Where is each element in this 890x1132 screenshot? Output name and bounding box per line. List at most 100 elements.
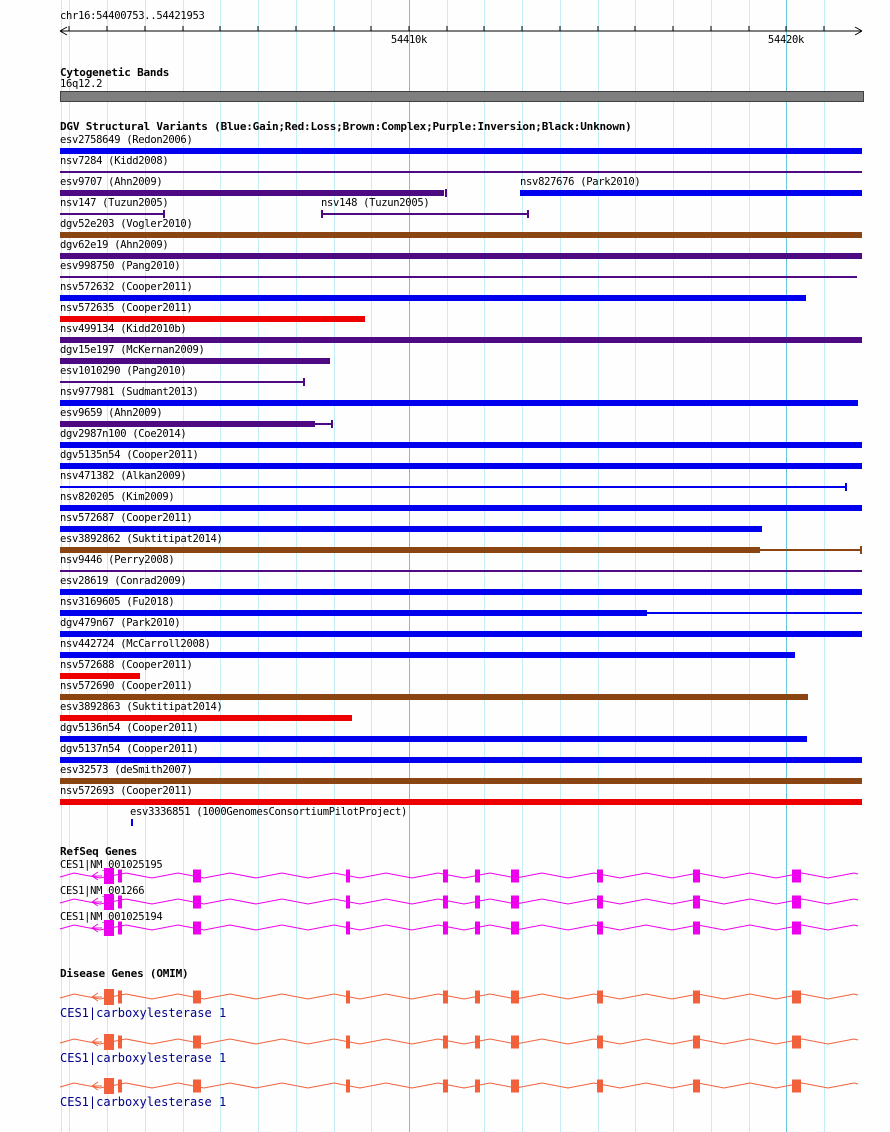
- variant-bar[interactable]: [520, 190, 862, 196]
- variant-bar[interactable]: [60, 148, 862, 154]
- variant-label[interactable]: esv1010290 (Pang2010): [60, 365, 187, 377]
- variant-label[interactable]: esv9659 (Ahn2009): [60, 407, 163, 419]
- exon-block[interactable]: [792, 869, 801, 883]
- exon-block[interactable]: [693, 921, 700, 935]
- variant-bar[interactable]: [60, 232, 862, 238]
- exon-block[interactable]: [443, 990, 448, 1004]
- variant-bar[interactable]: [60, 505, 862, 511]
- exon-block[interactable]: [597, 990, 603, 1004]
- exon-block[interactable]: [792, 990, 801, 1004]
- exon-block[interactable]: [193, 1079, 201, 1093]
- variant-bar[interactable]: [60, 631, 862, 637]
- exon-block[interactable]: [443, 869, 448, 883]
- exon-block[interactable]: [346, 921, 350, 935]
- variant-bar[interactable]: [60, 316, 365, 322]
- omim-gene-label[interactable]: CES1|carboxylesterase 1: [60, 1051, 227, 1065]
- variant-bar[interactable]: [60, 715, 352, 721]
- exon-block[interactable]: [475, 990, 480, 1004]
- variant-bar[interactable]: [760, 549, 860, 551]
- gene-model[interactable]: [0, 917, 890, 939]
- variant-label[interactable]: nsv147 (Tuzun2005): [60, 197, 169, 209]
- variant-label[interactable]: esv3892863 (Suktitipat2014): [60, 701, 223, 713]
- variant-label[interactable]: dgv5137n54 (Cooper2011): [60, 743, 199, 755]
- exon-block[interactable]: [118, 1035, 122, 1049]
- exon-block[interactable]: [511, 1035, 519, 1049]
- variant-label[interactable]: dgv5135n54 (Cooper2011): [60, 449, 199, 461]
- gene-model[interactable]: [0, 865, 890, 887]
- exon-block[interactable]: [511, 869, 519, 883]
- exon-block[interactable]: [443, 1079, 448, 1093]
- variant-label[interactable]: nsv471382 (Alkan2009): [60, 470, 187, 482]
- variant-bar[interactable]: [647, 612, 862, 614]
- exon-block[interactable]: [693, 990, 700, 1004]
- variant-bar[interactable]: [60, 381, 303, 383]
- variant-label[interactable]: nsv572688 (Cooper2011): [60, 659, 193, 671]
- exon-block[interactable]: [443, 921, 448, 935]
- variant-label[interactable]: nsv820205 (Kim2009): [60, 491, 175, 503]
- variant-bar[interactable]: [60, 190, 444, 196]
- exon-block[interactable]: [511, 990, 519, 1004]
- variant-label[interactable]: dgv52e203 (Vogler2010): [60, 218, 193, 230]
- gene-model[interactable]: [0, 986, 890, 1008]
- exon-block[interactable]: [346, 869, 350, 883]
- exon-block[interactable]: [118, 895, 122, 909]
- omim-gene-label[interactable]: CES1|carboxylesterase 1: [60, 1095, 227, 1109]
- exon-block[interactable]: [118, 990, 122, 1004]
- variant-label[interactable]: nsv148 (Tuzun2005): [321, 197, 430, 209]
- exon-block[interactable]: [104, 989, 114, 1005]
- omim-gene-label[interactable]: CES1|carboxylesterase 1: [60, 1006, 227, 1020]
- variant-label[interactable]: nsv572687 (Cooper2011): [60, 512, 193, 524]
- variant-label[interactable]: nsv9446 (Perry2008): [60, 554, 175, 566]
- variant-label[interactable]: nsv572693 (Cooper2011): [60, 785, 193, 797]
- variant-bar[interactable]: [60, 337, 862, 343]
- exon-block[interactable]: [193, 921, 201, 935]
- variant-bar[interactable]: [60, 589, 862, 595]
- variant-bar[interactable]: [60, 295, 806, 301]
- variant-bar[interactable]: [60, 673, 140, 679]
- variant-label[interactable]: dgv15e197 (McKernan2009): [60, 344, 205, 356]
- exon-block[interactable]: [511, 1079, 519, 1093]
- exon-block[interactable]: [597, 869, 603, 883]
- exon-block[interactable]: [346, 1035, 350, 1049]
- exon-block[interactable]: [118, 869, 122, 883]
- exon-block[interactable]: [104, 920, 114, 936]
- exon-block[interactable]: [475, 895, 480, 909]
- exon-block[interactable]: [792, 895, 801, 909]
- variant-label[interactable]: esv3892862 (Suktitipat2014): [60, 533, 223, 545]
- exon-block[interactable]: [346, 990, 350, 1004]
- variant-label[interactable]: esv9707 (Ahn2009): [60, 176, 163, 188]
- variant-label[interactable]: nsv499134 (Kidd2010b): [60, 323, 187, 335]
- gene-model[interactable]: [0, 891, 890, 913]
- exon-block[interactable]: [792, 1035, 801, 1049]
- variant-bar[interactable]: [60, 736, 807, 742]
- refseq-gene-label[interactable]: CES1|NM_001266: [60, 885, 145, 897]
- variant-bar[interactable]: [60, 799, 862, 805]
- cytoband-bar[interactable]: [60, 91, 864, 102]
- exon-block[interactable]: [792, 1079, 801, 1093]
- exon-block[interactable]: [346, 895, 350, 909]
- variant-bar[interactable]: [60, 610, 647, 616]
- variant-bar[interactable]: [60, 442, 862, 448]
- exon-block[interactable]: [511, 895, 519, 909]
- variant-bar[interactable]: [60, 253, 862, 259]
- variant-bar[interactable]: [60, 778, 862, 784]
- variant-bar[interactable]: [60, 652, 795, 658]
- variant-label[interactable]: nsv572632 (Cooper2011): [60, 281, 193, 293]
- variant-label[interactable]: dgv62e19 (Ahn2009): [60, 239, 169, 251]
- exon-block[interactable]: [118, 921, 122, 935]
- exon-block[interactable]: [346, 1079, 350, 1093]
- exon-block[interactable]: [193, 990, 201, 1004]
- variant-label[interactable]: nsv977981 (Sudmant2013): [60, 386, 199, 398]
- variant-bar[interactable]: [60, 694, 808, 700]
- variant-bar[interactable]: [315, 423, 331, 425]
- variant-label[interactable]: dgv5136n54 (Cooper2011): [60, 722, 199, 734]
- exon-block[interactable]: [118, 1079, 122, 1093]
- variant-bar[interactable]: [60, 570, 862, 572]
- variant-label[interactable]: nsv442724 (McCarroll2008): [60, 638, 211, 650]
- exon-block[interactable]: [475, 1079, 480, 1093]
- variant-label[interactable]: nsv572635 (Cooper2011): [60, 302, 193, 314]
- exon-block[interactable]: [693, 1079, 700, 1093]
- variant-bar[interactable]: [60, 463, 862, 469]
- exon-block[interactable]: [792, 921, 801, 935]
- exon-block[interactable]: [443, 895, 448, 909]
